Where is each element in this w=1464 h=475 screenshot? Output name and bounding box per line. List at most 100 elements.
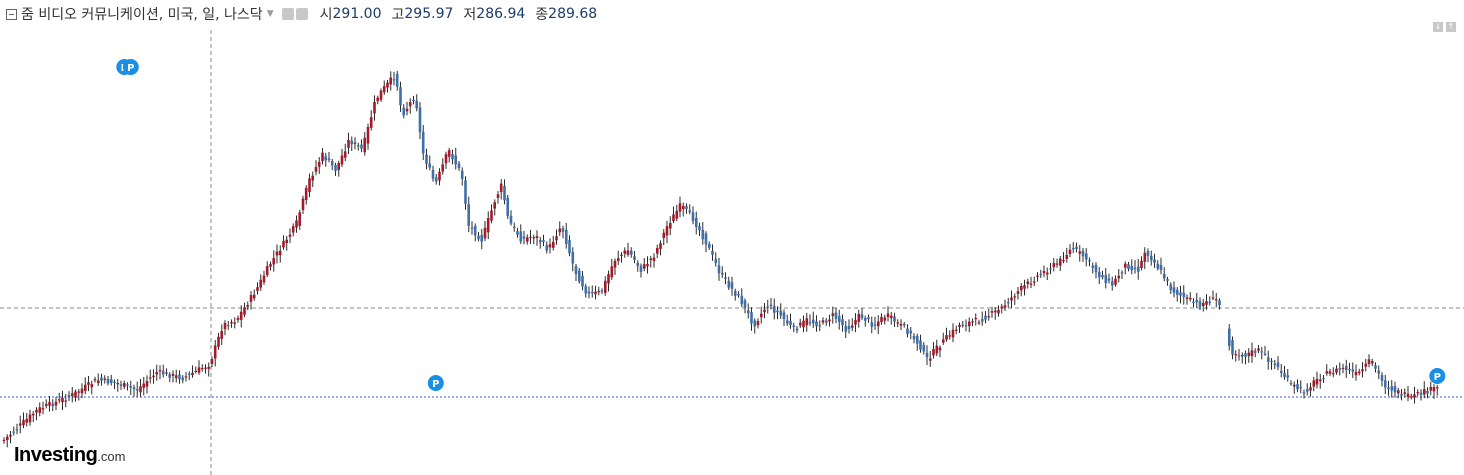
candle-up	[269, 264, 272, 267]
candle-down	[1169, 284, 1173, 291]
candle-down	[574, 266, 578, 274]
candle-up	[1117, 275, 1121, 279]
candle-up	[1020, 286, 1023, 291]
ohlc-high-label: 고	[391, 7, 405, 23]
candle-up	[493, 202, 496, 209]
candle-up	[217, 336, 220, 347]
candle-down	[1390, 386, 1394, 391]
candle-up	[64, 400, 68, 402]
candle-up	[617, 258, 620, 261]
candle-down	[1072, 248, 1075, 250]
marker-circle[interactable]	[1429, 368, 1446, 384]
candle-down	[639, 265, 643, 272]
candle-up	[652, 257, 656, 261]
candle-down	[425, 154, 428, 164]
candle-down	[701, 229, 705, 240]
candle-down	[1283, 372, 1286, 378]
candle-up	[6, 436, 9, 440]
candle-down	[334, 164, 337, 171]
candle-down	[1111, 281, 1114, 286]
candle-up	[220, 331, 223, 339]
candle-down	[395, 73, 399, 87]
candle-down	[12, 431, 15, 433]
candle-up	[31, 413, 35, 416]
candle-down	[1380, 375, 1384, 381]
candle-down	[571, 252, 575, 264]
collapse-icon[interactable]	[6, 8, 17, 20]
candle-up	[1124, 263, 1127, 268]
candle-down	[1127, 264, 1130, 269]
candle-up	[1410, 396, 1413, 398]
candle-down	[984, 315, 987, 320]
candle-up	[620, 254, 623, 256]
candle-down	[838, 316, 841, 323]
candle-up	[2, 439, 6, 442]
marker-circle[interactable]	[427, 375, 444, 391]
candle-down	[565, 229, 568, 244]
candle-up	[886, 313, 890, 317]
candle-up	[243, 307, 246, 315]
candle-down	[1146, 251, 1150, 256]
candle-down	[912, 335, 916, 340]
candle-up	[210, 359, 214, 364]
chevron-down-icon[interactable]: ▼	[266, 9, 274, 19]
candle-up	[1364, 363, 1368, 367]
candle-down	[412, 99, 415, 101]
candle-up	[74, 391, 77, 398]
candle-up	[1406, 393, 1410, 397]
candle-down	[812, 319, 815, 324]
candle-up	[191, 372, 194, 376]
candle-down	[789, 320, 792, 326]
candle-up	[262, 275, 266, 283]
candle-down	[1039, 274, 1043, 276]
candle-up	[851, 325, 854, 328]
candle-down	[178, 374, 181, 380]
candle-up	[71, 393, 74, 396]
candle-down	[925, 352, 929, 358]
candle-down	[688, 210, 692, 213]
candle-up	[1247, 352, 1251, 357]
candle-down	[922, 345, 926, 352]
candle-up	[246, 305, 249, 307]
candle-up	[1335, 368, 1338, 373]
candle-up	[347, 140, 350, 148]
candle-up	[84, 384, 87, 391]
arrow-down-icon[interactable]: ↓	[1433, 22, 1443, 32]
candle-down	[691, 212, 695, 222]
candle-up	[288, 234, 292, 237]
marker-label: P	[127, 63, 134, 74]
candle-up	[275, 251, 279, 256]
candle-down	[919, 340, 922, 350]
candle-up	[948, 335, 952, 337]
candle-down	[1338, 368, 1342, 370]
gear-icon[interactable]	[281, 8, 294, 20]
candle-down	[509, 215, 513, 224]
candle-down	[600, 290, 604, 292]
close-icon[interactable]	[295, 8, 308, 20]
candle-up	[441, 164, 444, 172]
candle-up	[682, 205, 685, 209]
candle-up	[831, 313, 835, 316]
candle-up	[48, 402, 51, 406]
candle-up	[103, 378, 107, 380]
candle-down	[1130, 266, 1134, 271]
candle-down	[581, 275, 584, 287]
candle-up	[529, 236, 532, 238]
candle-down	[578, 270, 581, 282]
candle-down	[753, 320, 757, 327]
candle-down	[464, 180, 467, 204]
candle-up	[649, 258, 653, 261]
arrow-up-icon[interactable]: ↑	[1446, 22, 1456, 32]
candle-down	[522, 236, 526, 239]
candle-down	[906, 328, 909, 335]
candle-down	[916, 336, 919, 344]
candle-up	[9, 434, 12, 437]
chart-title: 줌 비디오 커뮤니케이션, 미국, 일, 나스닥	[21, 7, 263, 23]
candle-down	[737, 294, 740, 296]
candle-down	[1192, 301, 1195, 303]
marker-circle[interactable]	[122, 59, 139, 75]
candle-up	[974, 318, 978, 320]
candle-down	[1348, 369, 1351, 371]
candle-up	[1403, 392, 1407, 394]
candle-down	[695, 218, 698, 227]
